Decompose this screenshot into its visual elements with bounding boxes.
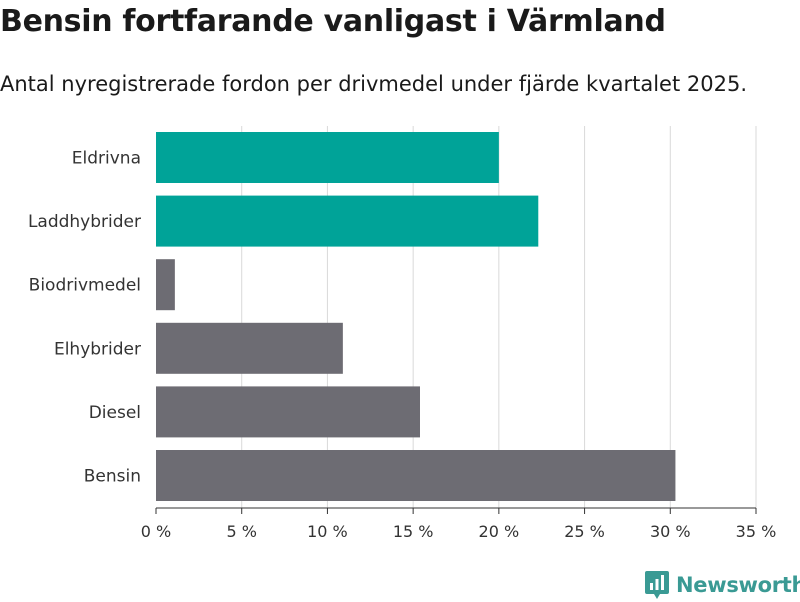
category-label-bensin: Bensin [84, 467, 141, 487]
category-label-diesel: Diesel [89, 403, 141, 423]
newsworthy-logo: Newsworthy [644, 568, 800, 602]
category-label-eldrivna: Eldrivna [72, 149, 141, 169]
chart-title: Bensin fortfarande vanligast i Värmland [0, 4, 666, 39]
bar-chart: 0 % 5 % 10 % 15 % 20 % 25 % 30 % 35 % Eldrivna L… [28, 126, 777, 541]
newsworthy-logo-text: Newsworthy [676, 573, 800, 597]
bar-laddhybrider [156, 195, 539, 247]
bars [156, 132, 676, 501]
bar-eldrivna [156, 132, 499, 183]
bar-bensin [156, 450, 676, 501]
x-tick-label: 0 % [141, 522, 171, 541]
x-tick-label: 30 % [650, 522, 691, 541]
bar-biodrivmedel [156, 259, 175, 311]
bar-diesel [156, 386, 420, 438]
category-label-biodrivmedel: Biodrivmedel [29, 276, 141, 296]
x-tick-label: 5 % [226, 522, 256, 541]
x-tick-label: 15 % [393, 522, 434, 541]
category-label-laddhybrider: Laddhybrider [28, 212, 141, 232]
x-axis: 0 % 5 % 10 % 15 % 20 % 25 % 30 % 35 % [141, 507, 777, 541]
x-tick-label: 10 % [307, 522, 348, 541]
newsworthy-logo-icon [645, 571, 669, 599]
x-tick-label: 20 % [479, 522, 520, 541]
x-tick-label: 25 % [564, 522, 605, 541]
category-labels: Eldrivna Laddhybrider Biodrivmedel Elhybrid… [28, 149, 141, 487]
x-tick-label: 35 % [736, 522, 777, 541]
bar-elhybrider [156, 322, 343, 374]
gridlines [241, 126, 757, 508]
chart-subtitle: Antal nyregistrerade fordon per drivmede… [0, 72, 748, 96]
category-label-elhybrider: Elhybrider [54, 339, 141, 359]
